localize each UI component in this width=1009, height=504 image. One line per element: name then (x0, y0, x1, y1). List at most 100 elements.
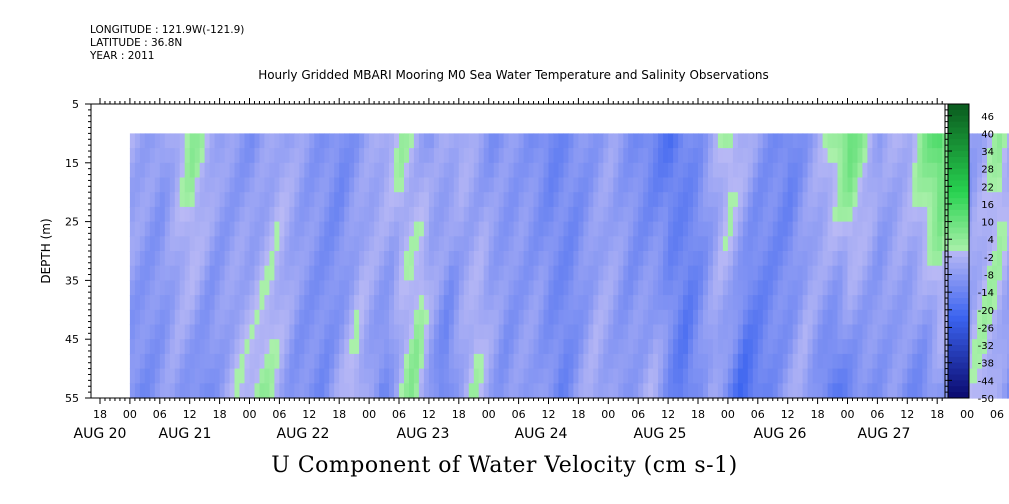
x-tick-label: 18 (213, 408, 227, 421)
heatmap-cell (972, 295, 978, 311)
heatmap-cell (423, 383, 430, 399)
heatmap-cell (932, 353, 938, 370)
heatmap-cell (722, 251, 729, 267)
heatmap-cell (678, 221, 684, 237)
heatmap-cell (179, 280, 186, 296)
heatmap-cell (309, 177, 315, 193)
heatmap-cell (967, 309, 973, 326)
heatmap-cell (209, 206, 216, 223)
heatmap-cell (972, 383, 978, 399)
heatmap-cell (593, 148, 599, 164)
heatmap-cell (737, 368, 744, 384)
heatmap-cell (334, 177, 340, 193)
heatmap-cell (389, 383, 395, 399)
heatmap-cell (224, 206, 231, 223)
heatmap-cell (882, 177, 888, 193)
heatmap-cell (159, 368, 166, 384)
heatmap-cell (354, 133, 360, 149)
heatmap-cell (468, 368, 475, 384)
heatmap-cell (169, 295, 176, 311)
heatmap-cell (314, 265, 320, 281)
heatmap-cell (339, 162, 345, 179)
heatmap-cell (842, 309, 849, 326)
heatmap-cell (164, 206, 171, 223)
heatmap-cell (732, 368, 739, 384)
heatmap-cell (503, 221, 510, 237)
heatmap-cell (917, 295, 923, 311)
heatmap-cell (304, 368, 310, 384)
heatmap-cell (229, 368, 236, 384)
heatmap-cell (304, 177, 310, 193)
heatmap-cell (478, 192, 485, 208)
heatmap-cell (678, 383, 684, 399)
heatmap-cell (473, 206, 480, 223)
heatmap-cell (528, 251, 535, 267)
heatmap-cell (523, 133, 530, 149)
heatmap-cell (468, 265, 475, 281)
heatmap-cell (483, 206, 490, 223)
heatmap-cell (643, 309, 649, 326)
heatmap-cell (314, 177, 320, 193)
heatmap-cell (583, 280, 589, 296)
heatmap-cell (633, 177, 639, 193)
heatmap-cell (857, 162, 864, 179)
heatmap-cell (384, 236, 390, 252)
heatmap-cell (822, 383, 829, 399)
heatmap-cell (384, 133, 390, 149)
heatmap-cell (648, 280, 654, 296)
heatmap-cell (184, 236, 191, 252)
heatmap-cell (329, 339, 335, 355)
heatmap-cell (618, 309, 624, 326)
heatmap-cell (199, 353, 206, 370)
heatmap-cell (229, 309, 236, 326)
heatmap-cell (448, 353, 455, 370)
heatmap-cell (693, 221, 699, 237)
heatmap-cell (329, 148, 335, 164)
heatmap-cell (508, 295, 515, 311)
heatmap-cell (673, 206, 679, 223)
heatmap-cell (513, 192, 520, 208)
heatmap-cell (374, 236, 380, 252)
heatmap-cell (473, 339, 480, 355)
heatmap-cell (189, 339, 196, 355)
heatmap-cell (349, 383, 355, 399)
heatmap-cell (772, 309, 779, 326)
heatmap-cell (428, 295, 435, 311)
heatmap-cell (797, 265, 804, 281)
heatmap-cell (917, 192, 923, 208)
heatmap-cell (598, 383, 604, 399)
heatmap-cell (194, 265, 201, 281)
heatmap-cell (977, 383, 983, 399)
heatmap-cell (309, 368, 315, 384)
heatmap-cell (717, 221, 724, 237)
heatmap-cell (518, 280, 525, 296)
heatmap-cell (922, 265, 928, 281)
heatmap-cell (717, 251, 724, 267)
heatmap-cell (418, 280, 425, 296)
heatmap-cell (847, 251, 854, 267)
heatmap-cell (189, 295, 196, 311)
heatmap-cell (453, 368, 460, 384)
heatmap-cell (244, 265, 251, 281)
heatmap-cell (169, 133, 176, 149)
heatmap-cell (822, 177, 829, 193)
heatmap-cell (314, 295, 320, 311)
heatmap-cell (663, 353, 669, 370)
heatmap-cell (872, 177, 878, 193)
heatmap-cell (453, 353, 460, 370)
heatmap-cell (727, 339, 734, 355)
heatmap-cell (937, 265, 943, 281)
heatmap-cells (129, 133, 1009, 399)
heatmap-cell (742, 206, 749, 223)
heatmap-cell (354, 383, 360, 399)
heatmap-cell (418, 324, 425, 340)
heatmap-cell (324, 368, 330, 384)
heatmap-cell (668, 221, 674, 237)
heatmap-cell (862, 324, 868, 340)
heatmap-cell (384, 295, 390, 311)
heatmap-cell (159, 265, 166, 281)
heatmap-cell (837, 324, 844, 340)
heatmap-cell (1002, 265, 1008, 281)
heatmap-cell (638, 280, 644, 296)
heatmap-cell (698, 162, 704, 179)
